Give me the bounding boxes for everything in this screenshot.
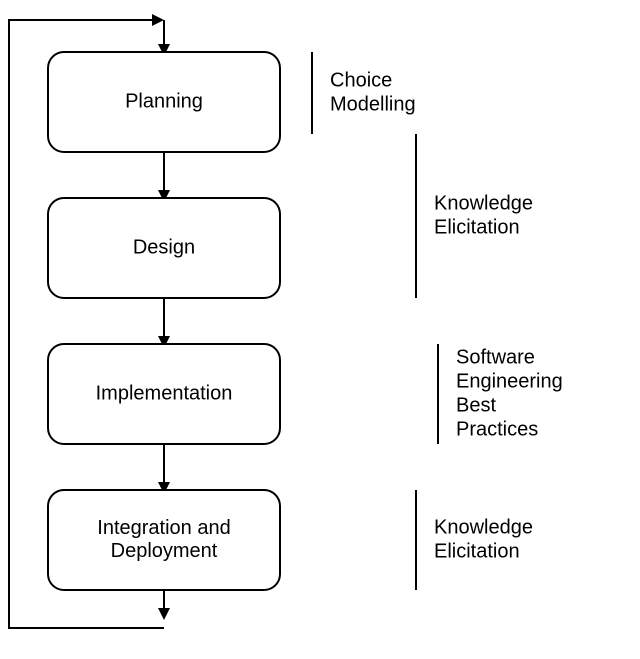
node-planning: Planning — [48, 52, 280, 152]
node-integration: Integration andDeployment — [48, 490, 280, 590]
node-label: Planning — [125, 90, 203, 112]
node-implementation: Implementation — [48, 344, 280, 444]
annotation-software-engineering: SoftwareEngineeringBestPractices — [438, 344, 563, 444]
annotation-label: Practices — [456, 418, 538, 440]
annotation-knowledge-elicitation-bottom: KnowledgeElicitation — [416, 490, 533, 590]
annotation-label: Engineering — [456, 370, 563, 392]
node-label: Integration and — [97, 517, 230, 539]
node-design: Design — [48, 198, 280, 298]
node-label: Implementation — [96, 382, 233, 404]
annotation-label: Choice — [330, 69, 392, 91]
node-label: Design — [133, 236, 195, 258]
node-label: Deployment — [111, 540, 218, 562]
annotation-label: Knowledge — [434, 192, 533, 214]
annotation-label: Elicitation — [434, 216, 520, 238]
annotation-label: Best — [456, 394, 496, 416]
annotation-label: Elicitation — [434, 540, 520, 562]
annotation-choice-modelling: ChoiceModelling — [312, 52, 416, 134]
annotation-knowledge-elicitation-top: KnowledgeElicitation — [416, 134, 533, 298]
annotation-label: Modelling — [330, 93, 416, 115]
annotation-label: Software — [456, 346, 535, 368]
flowchart-canvas: Planning Design Implementation Integration … — [0, 0, 640, 659]
annotation-label: Knowledge — [434, 516, 533, 538]
